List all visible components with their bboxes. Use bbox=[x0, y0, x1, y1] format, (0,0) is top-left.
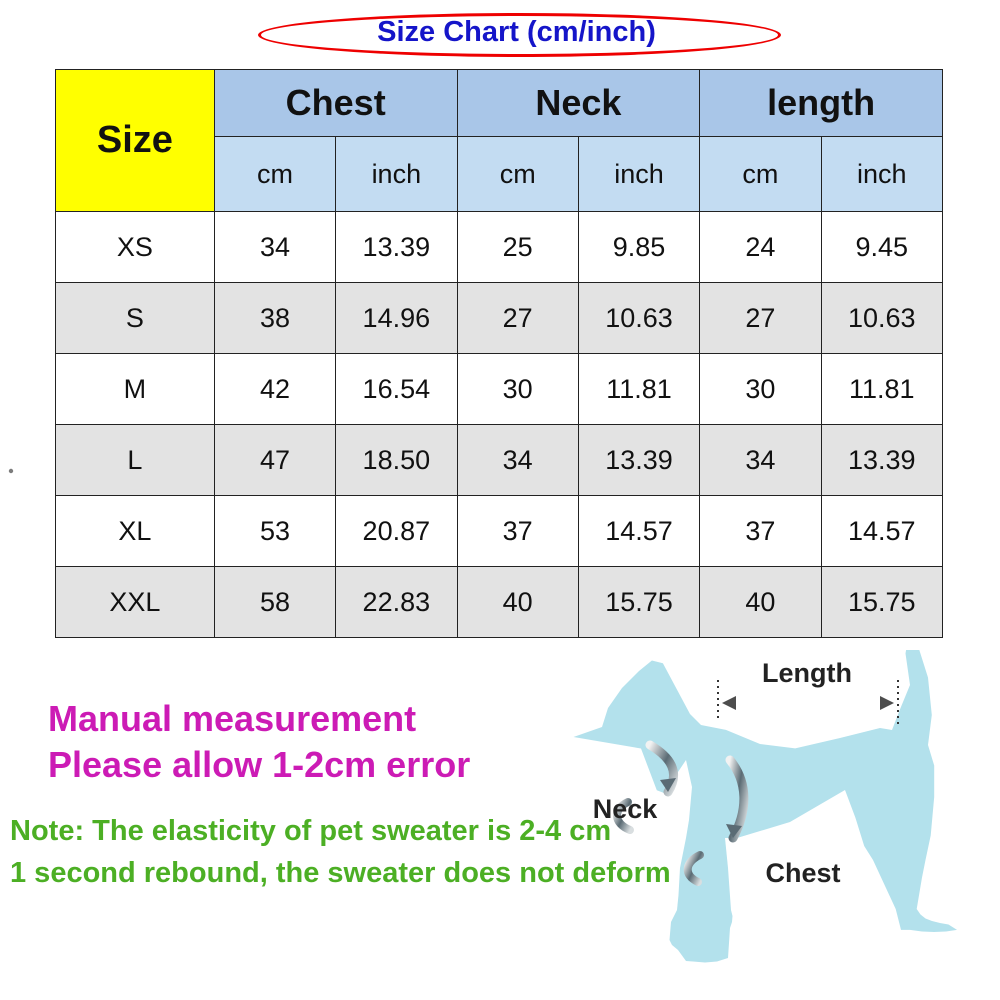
svg-text:Neck: Neck bbox=[593, 794, 659, 824]
svg-text:Length: Length bbox=[762, 658, 852, 688]
svg-text:Chest: Chest bbox=[765, 858, 840, 888]
